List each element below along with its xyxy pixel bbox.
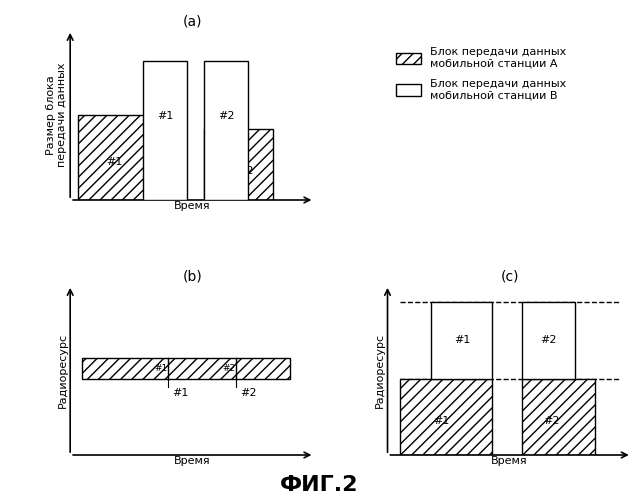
Text: #1: #1 — [157, 112, 174, 122]
Bar — [144, 60, 188, 200]
Bar — [431, 302, 493, 378]
Title: (b): (b) — [182, 270, 202, 284]
Title: (c): (c) — [500, 270, 519, 284]
Text: #1: #1 — [154, 364, 167, 373]
Y-axis label: Радиоресурс: Радиоресурс — [375, 332, 385, 407]
Text: #2: #2 — [240, 388, 256, 398]
Text: ФИГ.2: ФИГ.2 — [279, 475, 359, 495]
Text: #2: #2 — [237, 166, 254, 176]
Title: (а): (а) — [182, 15, 202, 29]
Bar — [522, 378, 595, 455]
Text: #2: #2 — [543, 416, 560, 426]
Bar — [82, 358, 290, 378]
Text: #1: #1 — [107, 157, 122, 167]
Text: #2: #2 — [222, 364, 235, 373]
Text: #1: #1 — [454, 335, 470, 345]
Y-axis label: Радиоресурс: Радиоресурс — [57, 332, 68, 407]
Bar — [522, 302, 575, 378]
Bar — [204, 128, 273, 200]
Bar — [400, 378, 493, 455]
Y-axis label: Размер блока
передачи данных: Размер блока передачи данных — [46, 62, 68, 167]
X-axis label: Время: Время — [491, 456, 528, 466]
Bar — [77, 115, 170, 200]
Text: #2: #2 — [218, 112, 235, 122]
Bar — [204, 60, 248, 200]
X-axis label: Время: Время — [174, 456, 211, 466]
Text: #1: #1 — [172, 388, 188, 398]
X-axis label: Время: Время — [174, 202, 211, 211]
Text: #2: #2 — [540, 335, 557, 345]
Legend: Блок передачи данных
мобильной станции А, Блок передачи данных
мобильной станции: Блок передачи данных мобильной станции А… — [393, 44, 569, 104]
Text: #1: #1 — [433, 416, 450, 426]
